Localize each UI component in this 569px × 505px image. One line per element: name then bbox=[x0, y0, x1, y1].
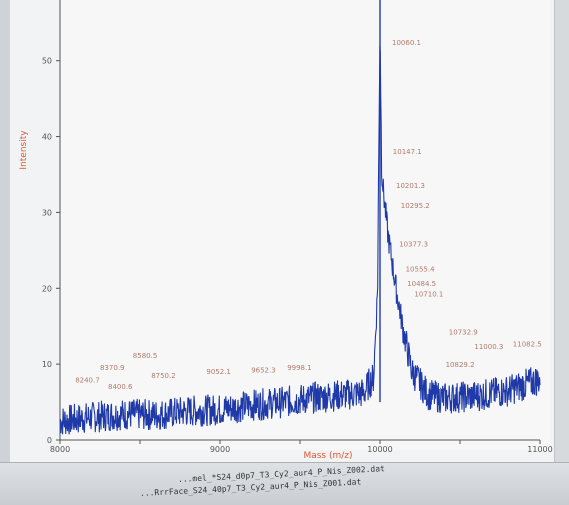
peak-label-2: 8580.5 bbox=[133, 352, 158, 360]
peak-label-11: 10295.2 bbox=[401, 202, 430, 210]
spectrum-trace bbox=[59, 45, 541, 435]
y-tick-label-3: 30 bbox=[42, 208, 52, 217]
peak-label-14: 10484.5 bbox=[407, 280, 436, 288]
peak-label-6: 9652.3 bbox=[251, 366, 276, 374]
peak-label-7: 9998.1 bbox=[287, 364, 312, 372]
chart-series bbox=[59, 0, 541, 435]
x-axis-label: Mass (m/z) bbox=[303, 451, 352, 461]
peak-label-3: 8400.6 bbox=[108, 383, 133, 391]
y-tick-label-2: 20 bbox=[42, 284, 52, 293]
peak-label-15: 10710.1 bbox=[414, 291, 443, 299]
peak-label-4: 8750.2 bbox=[151, 372, 176, 380]
y-axis-label: Intensity bbox=[19, 130, 29, 170]
peak-label-1: 8370.9 bbox=[100, 364, 125, 372]
y-tick-label-1: 10 bbox=[42, 360, 52, 369]
mass-spectrum-chart: 0 10 20 30 40 50 8000 9000 10000 11000 8240.78370… bbox=[19, 0, 553, 461]
peak-label-19: 10829.2 bbox=[446, 361, 475, 369]
peak-label-12: 10377.3 bbox=[399, 241, 428, 249]
peak-label-16: 10732.9 bbox=[449, 329, 478, 337]
x-tick-label-2: 9000 bbox=[210, 445, 230, 454]
status-file-line-1: ...RrrFace_S24_40p7_T3_Cy2_aur4_P_Nis_Z0… bbox=[139, 477, 362, 498]
status-bar: ...RrrFace_S24_40p7_T3_Cy2_aur4_P_Nis_Z0… bbox=[0, 462, 569, 505]
y-tick-label-0: 0 bbox=[47, 436, 52, 445]
x-tick-label-0: 8000 bbox=[50, 445, 70, 454]
peak-label-17: 11000.3 bbox=[474, 343, 503, 351]
plot-panel: 0 10 20 30 40 50 8000 9000 10000 11000 8240.7 8370… bbox=[10, 0, 555, 462]
peak-label-10: 10201.3 bbox=[396, 182, 425, 190]
x-tick-label-4: 10000 bbox=[367, 445, 392, 454]
y-tick-label-4: 40 bbox=[42, 133, 52, 142]
right-window-edge bbox=[554, 0, 569, 470]
peak-label-13: 10555.4 bbox=[406, 266, 435, 274]
chart-ticks: 0 10 20 30 40 50 8000 9000 10000 11000 bbox=[42, 57, 553, 454]
peak-label-0: 8240.7 bbox=[75, 376, 100, 384]
peak-label-9: 10147.1 bbox=[393, 148, 422, 156]
peak-label-8: 10060.1 bbox=[392, 39, 421, 47]
plot-area-background bbox=[60, 0, 550, 450]
peak-label-5: 9052.1 bbox=[206, 368, 231, 376]
peak-label-18: 11082.5 bbox=[513, 341, 542, 349]
x-tick-label-6: 11000 bbox=[527, 445, 552, 454]
y-tick-label-5: 50 bbox=[42, 57, 52, 66]
